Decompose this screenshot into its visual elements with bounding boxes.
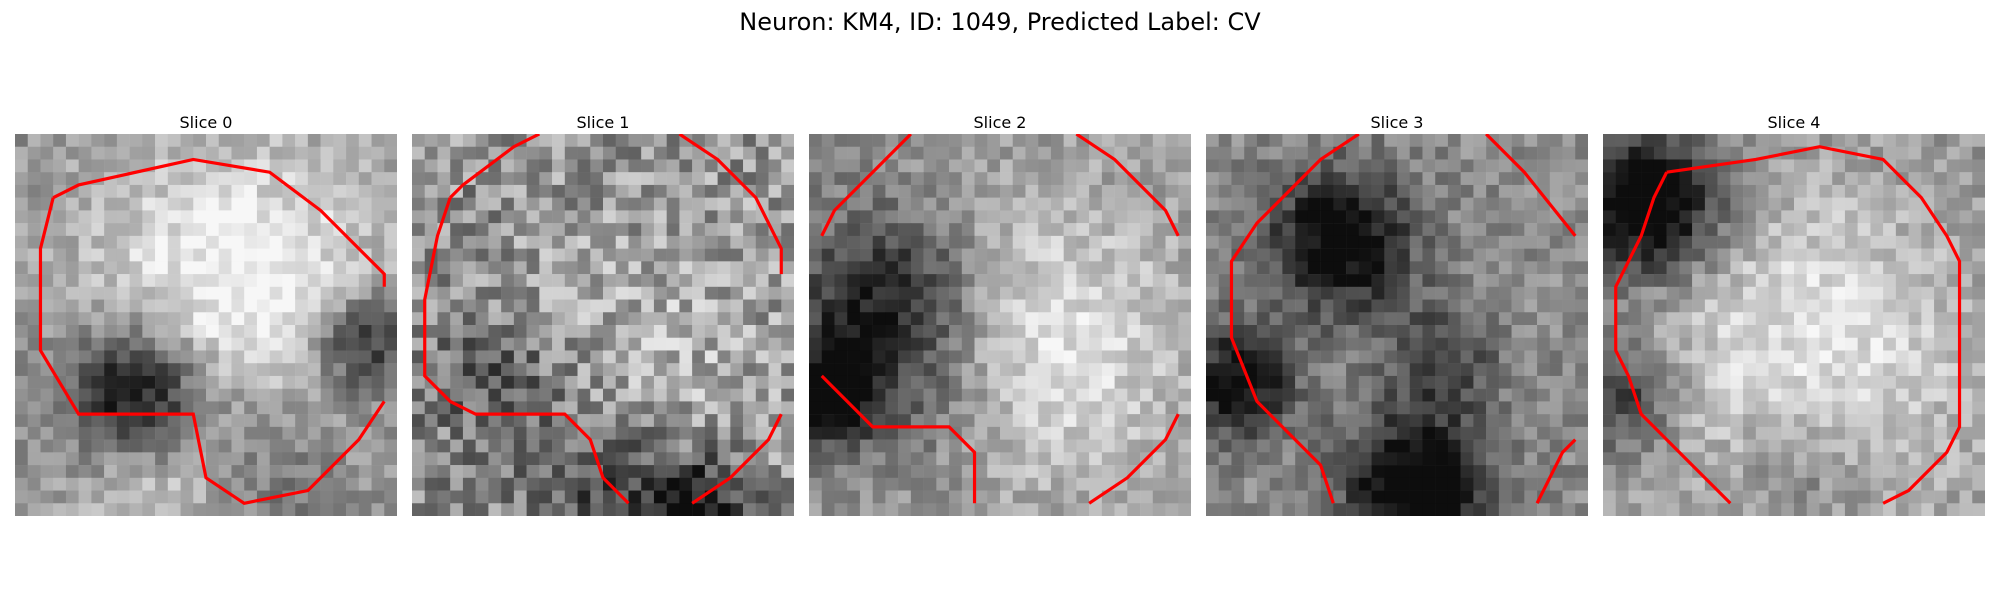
contour-line [423,197,630,505]
contour-line [678,134,783,275]
slice-panel-1: Slice 1 [412,112,794,516]
slice-panel-4: Slice 4 [1603,112,1985,516]
slice-title: Slice 0 [179,113,233,132]
contour-line [1229,134,1360,504]
contour-line [1075,134,1180,237]
slice-title: Slice 3 [1370,113,1424,132]
contour-line [1535,438,1577,504]
slice-image-3 [1206,134,1588,516]
contour-line [691,413,783,505]
slice-panel-0: Slice 0 [15,112,397,516]
contour-line [820,134,912,237]
figure-title: Neuron: KM4, ID: 1049, Predicted Label: … [739,8,1261,36]
contour-line [52,157,386,287]
slice-title: Slice 2 [973,113,1027,132]
slice-image-0 [15,134,397,516]
slice-panel-3: Slice 3 [1206,112,1588,516]
slice-title: Slice 4 [1767,113,1821,132]
slice-title: Slice 1 [576,113,630,132]
contour-line [1088,413,1180,505]
contour-line [1666,145,1962,505]
slice-image-1 [412,134,794,516]
slice-image-4 [1603,134,1985,516]
slice-panel-2: Slice 2 [809,112,1191,516]
contour-line [1485,134,1577,237]
contour-line [1614,171,1732,505]
contour-line [449,134,541,199]
contour-line [820,374,977,504]
slice-image-2 [809,134,1191,516]
contour-line [38,197,386,505]
